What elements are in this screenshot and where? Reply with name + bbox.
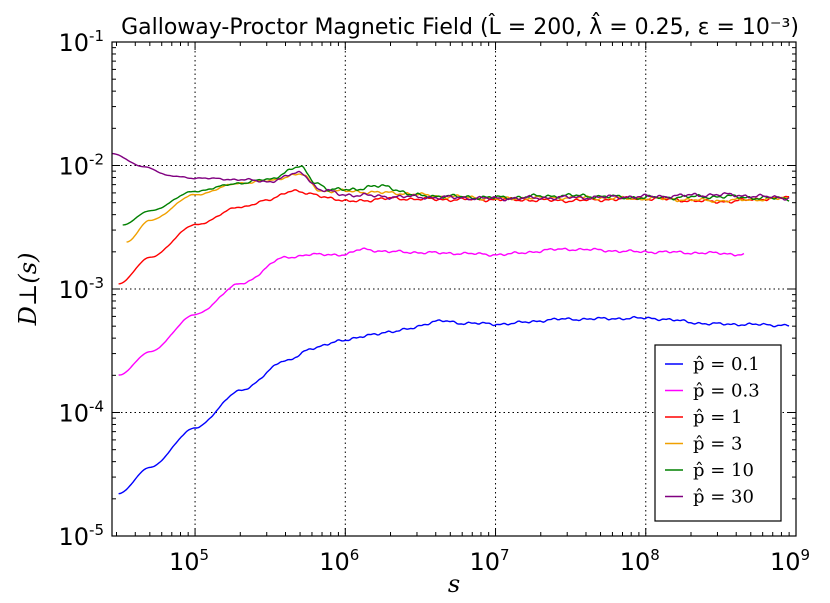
- plot-series: [112, 152, 790, 495]
- legend-label-2: p̂ = 1: [693, 407, 743, 428]
- legend: p̂ = 0.1 p̂ = 0.3 p̂ = 1 p̂ = 3 p̂ = 10 p̂ = …: [654, 344, 782, 522]
- y-tick-label: 10-2: [58, 151, 104, 181]
- chart-title: Galloway-Proctor Magnetic Field (L̂ = 20…: [121, 13, 799, 40]
- legend-box: [654, 344, 782, 522]
- legend-label-4: p̂ = 10: [693, 460, 754, 481]
- x-tick-label: 107: [469, 546, 509, 576]
- y-tick-label: 10-1: [58, 27, 104, 57]
- series-line-2: [118, 189, 790, 285]
- series-line-0: [118, 315, 790, 495]
- x-tick-label: 106: [319, 546, 359, 576]
- axis-ticks: 105 106 107 108 109 10-5 10-4 10-3 10-2 10-1: [58, 27, 810, 576]
- y-axis-title: D⊥(s): [14, 253, 42, 327]
- x-axis-title: s: [448, 570, 460, 598]
- series-line-5: [112, 152, 790, 202]
- x-tick-label: 108: [620, 546, 660, 576]
- grid: [112, 42, 796, 536]
- x-tick-label: 105: [169, 546, 209, 576]
- y-tick-label: 10-4: [58, 398, 104, 428]
- series-line-1: [118, 247, 745, 376]
- legend-label-0: p̂ = 0.1: [693, 354, 760, 375]
- legend-label-3: p̂ = 3: [693, 434, 743, 455]
- y-tick-label: 10-5: [58, 521, 104, 551]
- x-tick-label: 109: [770, 546, 810, 576]
- legend-label-5: p̂ = 30: [693, 487, 754, 508]
- y-tick-label: 10-3: [58, 274, 104, 304]
- series-line-4: [122, 165, 790, 226]
- legend-label-1: p̂ = 0.3: [693, 381, 760, 402]
- series-line-3: [126, 173, 790, 243]
